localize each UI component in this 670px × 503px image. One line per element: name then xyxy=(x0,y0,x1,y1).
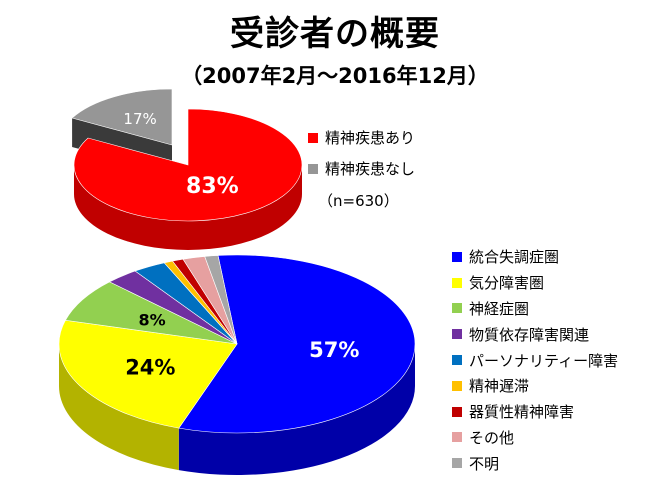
legend-swatch xyxy=(452,355,462,366)
chart-subtitle: （2007年2月～2016年12月） xyxy=(181,64,489,88)
legend-swatch xyxy=(308,132,318,143)
legend-swatch xyxy=(452,458,462,469)
pie-slice-side-精神疾患あり xyxy=(74,165,302,250)
pie-chart-1: 83% 17% xyxy=(71,88,303,250)
legend-diagnosis: 統合失調症圏 気分障害圏神経症圏物質依存障害関連パーソナリティー障害 精神遅滞器質性… xyxy=(452,244,618,476)
legend-label: 神経症圏 xyxy=(469,299,530,318)
pie-slice-side-気分障害圏 xyxy=(59,344,179,471)
pie-slice-不明 xyxy=(204,255,238,345)
legend-item: 気分障害圏 xyxy=(452,270,618,296)
pie-chart-2: 57% 24% 8% xyxy=(58,254,416,476)
pie-slice-精神疾患なし xyxy=(71,88,173,146)
legend-item: 精神遅滞 xyxy=(452,373,618,399)
legend-psychiatric: 精神疾患あり 精神疾患なし xyxy=(308,122,415,184)
legend-label: パーソナリティー障害 xyxy=(469,351,619,370)
legend-label: 精神遅滞 xyxy=(469,377,530,396)
pie-slice-統合失調症圏 xyxy=(178,254,416,434)
legend-item: その他 xyxy=(452,425,618,451)
legend-swatch xyxy=(452,329,462,340)
pie-value-label-統合失調症圏: 57% xyxy=(309,338,359,362)
legend-swatch xyxy=(452,380,462,391)
pie-value-label-精神疾患なし: 17% xyxy=(123,110,156,128)
pie-value-label-精神疾患あり: 83% xyxy=(186,174,239,199)
legend-item: 物質依存障害関連 xyxy=(452,321,618,347)
legend-item: 精神疾患あり xyxy=(308,122,415,153)
legend-swatch xyxy=(452,303,462,314)
legend-label: 精神疾患あり xyxy=(325,129,416,147)
legend-label: 精神疾患なし xyxy=(325,160,416,178)
legend-label: その他 xyxy=(469,428,515,447)
pie-slice-side-統合失調症圏 xyxy=(178,344,415,476)
legend-swatch xyxy=(308,163,318,174)
legend-swatch xyxy=(452,406,462,417)
legend-label: 不明 xyxy=(469,454,500,473)
legend-item: 不明 xyxy=(452,450,618,476)
legend-item: 神経症圏 xyxy=(452,296,618,322)
pie-value-label-気分障害圏: 24% xyxy=(125,355,175,379)
legend-label: 物質依存障害関連 xyxy=(469,325,590,344)
legend-item: 統合失調症圏 xyxy=(452,244,618,270)
legend-item: 器質性精神障害 xyxy=(452,399,618,425)
legend-swatch xyxy=(452,251,462,262)
pie-value-label-神経症圏: 8% xyxy=(139,310,166,329)
pie-slice-神経症圏 xyxy=(64,281,238,345)
legend-swatch xyxy=(452,277,462,288)
legend-label: 器質性精神障害 xyxy=(469,403,575,422)
sample-size-note: （n=630） xyxy=(318,192,399,210)
pie-slice-精神疾患あり xyxy=(73,108,303,222)
legend-swatch xyxy=(452,432,462,443)
legend-item: パーソナリティー障害 xyxy=(452,347,618,373)
legend-label: 統合失調症圏 xyxy=(469,248,560,267)
pie-slice-気分障害圏 xyxy=(58,319,238,429)
legend-label: 気分障害圏 xyxy=(469,274,545,293)
chart-title: 受診者の概要 xyxy=(230,14,440,54)
legend-item: 精神疾患なし xyxy=(308,153,415,184)
